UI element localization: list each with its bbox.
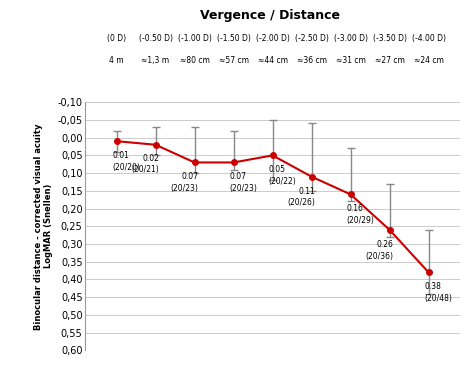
Text: 4 m: 4 m — [109, 56, 124, 65]
Text: (-4.00 D): (-4.00 D) — [411, 34, 446, 43]
Text: 0.02
(20/21): 0.02 (20/21) — [132, 154, 159, 174]
Text: 0.07
(20/23): 0.07 (20/23) — [229, 172, 257, 193]
Text: ≈57 cm: ≈57 cm — [219, 56, 248, 65]
Y-axis label: Binocular distance - corrected visual acuity
LogMAR (Snellen): Binocular distance - corrected visual ac… — [34, 123, 53, 330]
Text: (-0.50 D): (-0.50 D) — [138, 34, 173, 43]
Text: 0.05
(20/22): 0.05 (20/22) — [269, 165, 296, 186]
Text: ≈1,3 m: ≈1,3 m — [141, 56, 170, 65]
Text: Vergence / Distance: Vergence / Distance — [200, 9, 340, 22]
Text: (-1.50 D): (-1.50 D) — [217, 34, 250, 43]
Text: 0.07
(20/23): 0.07 (20/23) — [171, 172, 199, 193]
Text: 0.26
(20/36): 0.26 (20/36) — [365, 240, 393, 261]
Text: 0.11
(20/26): 0.11 (20/26) — [288, 187, 316, 207]
Text: 0.38
(20/48): 0.38 (20/48) — [425, 282, 453, 303]
Text: ≈80 cm: ≈80 cm — [180, 56, 210, 65]
Text: 0.16
(20/29): 0.16 (20/29) — [346, 204, 374, 225]
Text: (-3.00 D): (-3.00 D) — [334, 34, 367, 43]
Text: (-3.50 D): (-3.50 D) — [373, 34, 407, 43]
Text: ≈24 cm: ≈24 cm — [414, 56, 444, 65]
Text: (-2.50 D): (-2.50 D) — [295, 34, 328, 43]
Text: (-2.00 D): (-2.00 D) — [255, 34, 290, 43]
Text: ≈44 cm: ≈44 cm — [257, 56, 288, 65]
Text: ≈27 cm: ≈27 cm — [374, 56, 404, 65]
Text: ≈36 cm: ≈36 cm — [297, 56, 327, 65]
Text: 0.01
(20/20): 0.01 (20/20) — [113, 151, 140, 172]
Text: (-1.00 D): (-1.00 D) — [178, 34, 211, 43]
Text: ≈31 cm: ≈31 cm — [336, 56, 365, 65]
Text: (0 D): (0 D) — [107, 34, 126, 43]
